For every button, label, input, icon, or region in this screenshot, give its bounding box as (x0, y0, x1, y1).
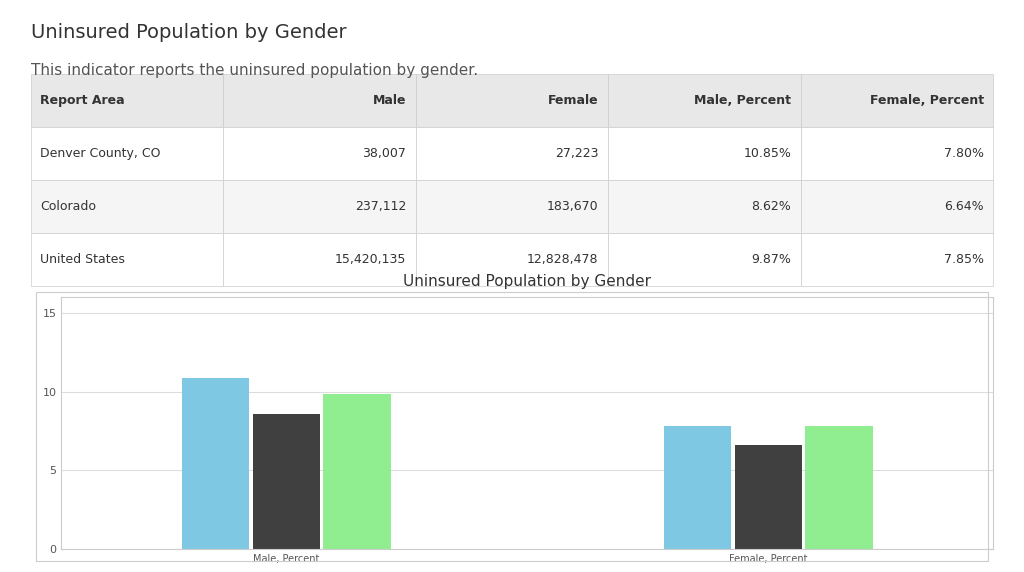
Bar (182, 379, 249, 549)
Bar (324, 394, 390, 549)
Bar (735, 444, 802, 549)
Bar (806, 426, 872, 549)
Title: Uninsured Population by Gender: Uninsured Population by Gender (403, 275, 651, 289)
Bar (665, 427, 731, 549)
Bar (253, 414, 319, 549)
Text: Uninsured Population by Gender: Uninsured Population by Gender (31, 23, 346, 42)
Text: This indicator reports the uninsured population by gender.: This indicator reports the uninsured pop… (31, 63, 478, 78)
